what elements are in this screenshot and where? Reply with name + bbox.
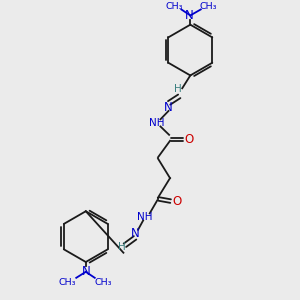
Text: H: H [174,84,181,94]
Text: O: O [184,133,194,146]
Text: CH₃: CH₃ [94,278,112,287]
Text: CH₃: CH₃ [165,2,183,11]
Text: N: N [164,101,173,114]
Text: N: N [184,9,193,22]
Text: NH: NH [149,118,164,128]
Text: CH₃: CH₃ [58,278,76,287]
Text: O: O [172,196,182,208]
Text: N: N [81,265,90,278]
Text: CH₃: CH₃ [200,2,217,11]
Text: NH: NH [137,212,152,222]
Text: H: H [118,242,126,252]
Text: N: N [131,227,140,240]
